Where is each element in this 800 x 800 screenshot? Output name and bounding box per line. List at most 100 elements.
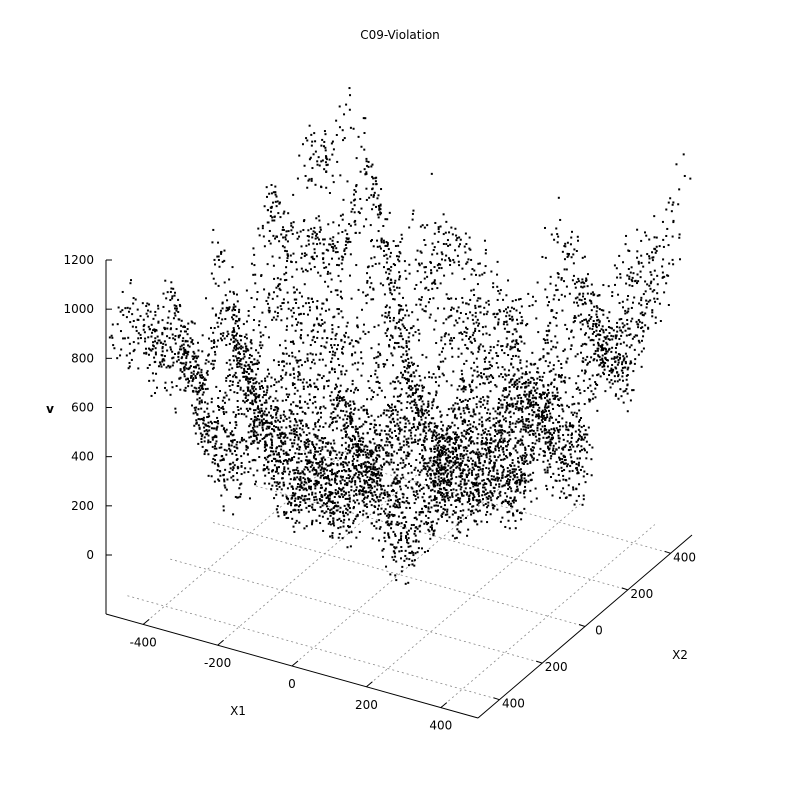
data-point (448, 439, 451, 442)
data-point (229, 462, 232, 465)
data-point (455, 494, 458, 497)
data-point (498, 421, 501, 424)
data-point (339, 290, 342, 293)
data-point (451, 450, 454, 453)
data-point (336, 463, 339, 466)
data-point (323, 330, 326, 333)
data-point (354, 407, 357, 410)
data-point (399, 462, 402, 465)
data-point (222, 457, 225, 460)
data-point (499, 310, 502, 313)
data-point (520, 457, 523, 460)
data-point (617, 361, 620, 364)
data-point (463, 429, 466, 432)
data-point (287, 230, 290, 233)
data-point (323, 329, 326, 332)
data-point (488, 375, 491, 378)
data-point (548, 440, 551, 443)
data-point (478, 451, 481, 454)
data-point (293, 424, 296, 427)
data-point (526, 462, 529, 465)
data-point (330, 391, 333, 394)
data-point (455, 456, 458, 459)
data-point (623, 366, 626, 369)
data-point (467, 258, 470, 261)
data-point (415, 539, 418, 542)
data-point (527, 378, 530, 381)
data-point (324, 468, 327, 471)
data-point (541, 375, 544, 378)
data-point (425, 356, 428, 359)
data-point (516, 479, 519, 482)
data-point (369, 451, 372, 454)
data-point (438, 458, 441, 461)
data-point (300, 481, 303, 484)
data-point (435, 497, 438, 500)
data-point (631, 337, 634, 340)
data-point (372, 245, 375, 248)
data-point (363, 168, 366, 171)
data-point (505, 455, 508, 458)
data-point (280, 448, 283, 451)
data-point (253, 253, 256, 256)
data-point (225, 411, 228, 414)
data-point (355, 386, 358, 389)
data-point (343, 504, 346, 507)
data-point (233, 391, 236, 394)
data-point (297, 438, 300, 441)
data-point (631, 280, 634, 283)
data-point (129, 282, 132, 285)
data-point (454, 249, 457, 252)
data-point (263, 205, 266, 208)
data-point (400, 408, 403, 411)
data-point (369, 468, 372, 471)
data-point (419, 281, 422, 284)
data-point (330, 458, 333, 461)
data-point (206, 373, 209, 376)
data-point (468, 498, 471, 501)
data-point (548, 463, 551, 466)
data-point (556, 341, 559, 344)
data-point (463, 419, 466, 422)
data-point (265, 407, 268, 410)
data-point (433, 450, 436, 453)
data-point (326, 517, 329, 520)
data-point (235, 315, 238, 318)
data-point (275, 318, 278, 321)
data-point (359, 440, 362, 443)
data-point (165, 297, 168, 300)
data-point (442, 452, 445, 455)
data-point (626, 392, 629, 395)
data-point (444, 453, 447, 456)
z-tick-label: 1200 (63, 253, 94, 267)
data-point (449, 484, 452, 487)
data-point (605, 341, 608, 344)
data-point (219, 309, 222, 312)
data-point (510, 347, 513, 350)
data-point (459, 516, 462, 519)
data-point (453, 337, 456, 340)
data-point (387, 248, 390, 251)
data-point (166, 327, 169, 330)
data-point (280, 488, 283, 491)
data-point (366, 432, 369, 435)
data-point (411, 363, 414, 366)
data-point (457, 461, 460, 464)
data-point (354, 480, 357, 483)
data-point (535, 391, 538, 394)
data-point (292, 193, 295, 196)
data-point (534, 487, 537, 490)
data-point (679, 258, 682, 261)
data-point (224, 486, 227, 489)
data-point (398, 310, 401, 313)
data-point (450, 481, 453, 484)
data-point (372, 468, 375, 471)
data-point (519, 468, 522, 471)
data-point (460, 431, 463, 434)
data-point (298, 496, 301, 499)
data-point (398, 400, 401, 403)
data-point (558, 414, 561, 417)
data-point (469, 487, 472, 490)
data-point (290, 222, 293, 225)
data-point (581, 323, 584, 326)
